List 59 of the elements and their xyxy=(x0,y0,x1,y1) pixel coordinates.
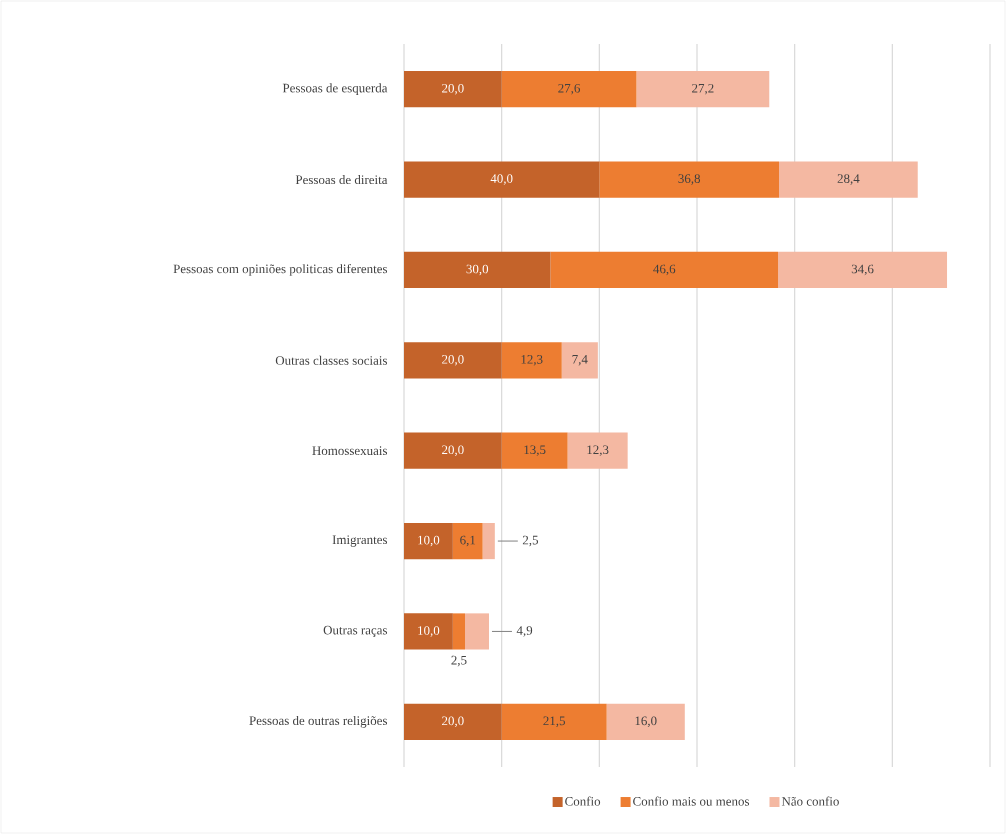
data-label: 20,0 xyxy=(442,445,464,456)
bar xyxy=(452,613,466,650)
bar xyxy=(404,161,600,198)
bar xyxy=(482,523,495,560)
bar xyxy=(606,703,685,740)
bar xyxy=(567,432,628,469)
y-tick-label: Outras classes sociais xyxy=(275,355,388,365)
data-label: 27,6 xyxy=(558,83,581,95)
data-label: 16,0 xyxy=(635,716,657,728)
y-tick-label: Pessoas com opiniões politicas diferentes xyxy=(173,264,388,276)
bar xyxy=(599,161,780,198)
data-label: 12,3 xyxy=(521,355,543,366)
bar xyxy=(452,523,483,560)
data-label: 28,4 xyxy=(837,174,860,185)
data-label: 2,5 xyxy=(451,655,467,667)
data-label: 13,5 xyxy=(524,445,546,456)
data-label: 20,0 xyxy=(442,716,464,728)
bar xyxy=(501,703,607,740)
data-label: 21,5 xyxy=(543,716,565,728)
data-label: 10,0 xyxy=(418,535,440,547)
data-label: 34,6 xyxy=(851,264,874,276)
data-label: 30,0 xyxy=(466,264,489,276)
data-label: 12,3 xyxy=(587,445,609,456)
data-label: 7,4 xyxy=(572,355,588,366)
bar xyxy=(404,703,502,740)
bar xyxy=(404,432,502,469)
data-label: 20,0 xyxy=(442,355,464,366)
data-label: 27,2 xyxy=(692,83,714,95)
data-label: 46,6 xyxy=(653,264,676,276)
bar xyxy=(501,71,637,108)
data-label: 10,0 xyxy=(418,626,440,637)
data-label: 40,0 xyxy=(490,174,513,185)
data-label: 6,1 xyxy=(460,535,476,547)
y-tick-label: Homossexuais xyxy=(312,446,388,456)
legend-label: Confio mais ou menos xyxy=(633,796,750,806)
legend-label: Confio xyxy=(565,796,601,806)
y-tick-label: Imigrantes xyxy=(332,535,388,547)
bar xyxy=(778,251,948,289)
y-tick-label: Pessoas de outras religiões xyxy=(249,715,388,728)
data-label: 36,8 xyxy=(678,174,701,185)
data-label: 2,5 xyxy=(522,535,539,547)
y-tick-label: Outras raças xyxy=(323,625,388,638)
bar xyxy=(501,432,568,469)
data-label: 20,0 xyxy=(442,83,464,95)
y-tick-label: Pessoas de direita xyxy=(295,175,388,185)
data-label: 4,9 xyxy=(516,626,533,637)
legend-label: Não confio xyxy=(781,796,839,806)
bar xyxy=(501,342,562,379)
bar xyxy=(636,71,770,108)
bar xyxy=(779,161,918,198)
bar xyxy=(404,613,453,650)
bar xyxy=(404,71,502,108)
bar xyxy=(465,613,489,650)
bar xyxy=(561,342,598,379)
bar xyxy=(404,523,453,560)
y-tick-label: Pessoas de esquerda xyxy=(282,83,388,96)
bar xyxy=(404,342,502,379)
bar xyxy=(550,251,779,289)
bar xyxy=(404,251,551,289)
